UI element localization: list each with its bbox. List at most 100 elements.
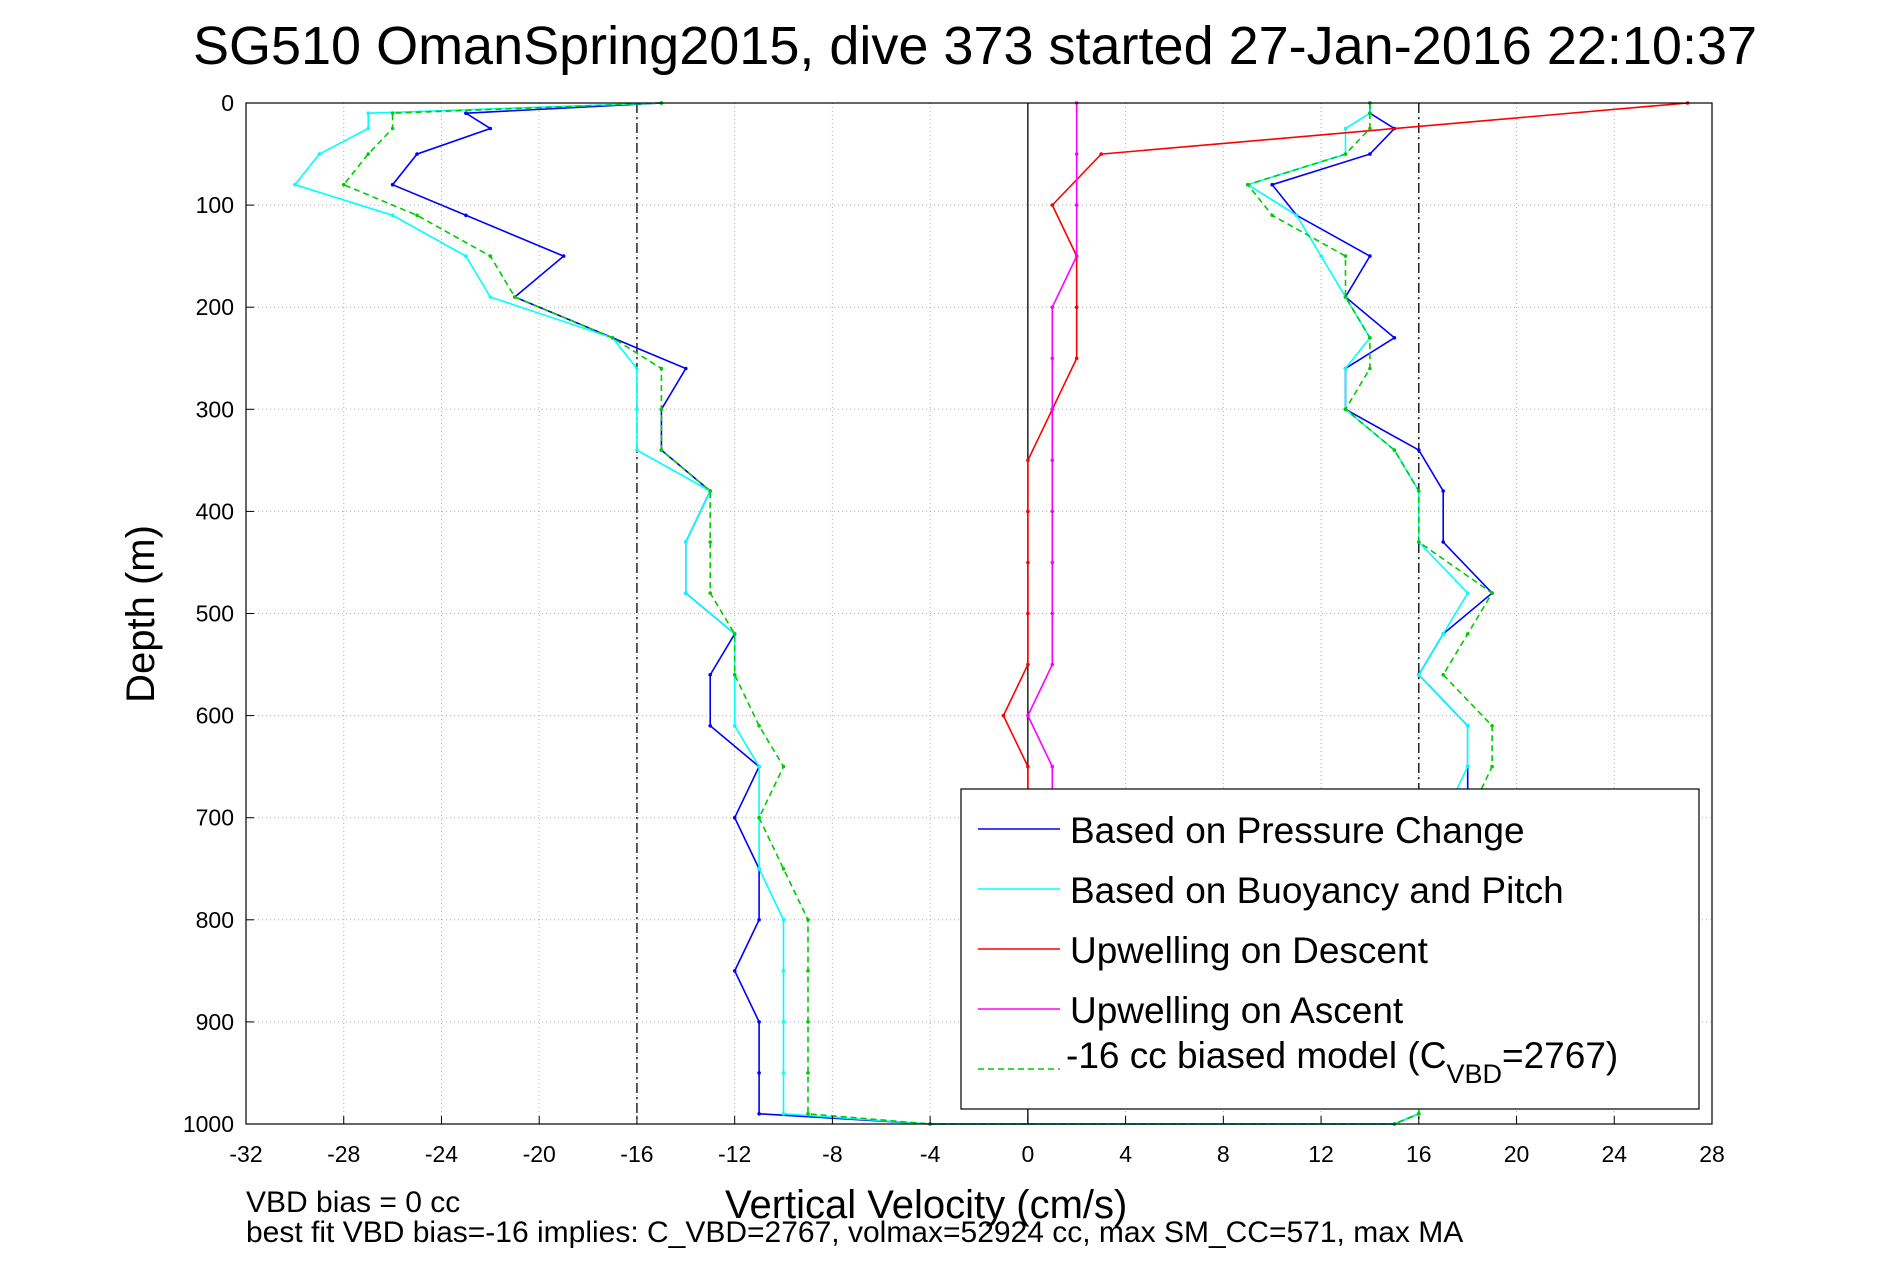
series-1-descent-point — [488, 295, 493, 299]
series-4-ascent-point — [1343, 407, 1348, 412]
y-tick-label: 600 — [196, 703, 234, 729]
x-tick-label: 16 — [1406, 1141, 1432, 1167]
series-1-ascent-point — [1343, 366, 1348, 371]
y-tick-label: 300 — [196, 396, 234, 422]
x-tick-label: -28 — [327, 1141, 360, 1167]
series-1-ascent-point — [1465, 764, 1470, 769]
series-0-ascent-point — [1441, 489, 1445, 493]
series-4-descent-point — [708, 591, 712, 595]
y-tick-label: 100 — [196, 192, 234, 218]
series-0-descent-point — [708, 673, 712, 677]
legend-label-biased-model-prefix: -16 cc biased model (C — [1066, 1035, 1446, 1076]
series-4-descent-point — [757, 724, 761, 728]
series-4-descent-point — [757, 815, 761, 820]
x-tick-label: 28 — [1699, 1141, 1725, 1167]
series-4-ascent-point — [1368, 336, 1372, 340]
series-0-descent-point — [708, 724, 712, 728]
x-tick-label: 24 — [1601, 1141, 1627, 1167]
series-4-descent-point — [415, 213, 419, 218]
series-3-point — [1074, 152, 1079, 156]
series-4-descent-point — [659, 448, 664, 452]
series-0-descent-point — [464, 111, 468, 115]
series-0-descent-point — [488, 126, 493, 131]
series-2-point — [1026, 611, 1030, 616]
series-1-descent-point — [366, 126, 371, 131]
series-3-point — [1050, 356, 1055, 361]
series-4-ascent-point — [1441, 673, 1445, 677]
series-1-descent-point — [781, 969, 786, 973]
series-1-descent-point — [781, 1020, 786, 1024]
series-4-descent-point — [781, 764, 786, 769]
series-0-descent-point — [390, 182, 395, 187]
series-4-descent-point — [659, 366, 664, 371]
y-tick-label: 800 — [196, 907, 234, 933]
x-tick-label: 4 — [1119, 1141, 1132, 1167]
series-0-ascent-point — [1417, 448, 1421, 452]
series-1-descent-point — [464, 254, 468, 258]
series-4-ascent-point — [1343, 152, 1348, 156]
series-2-point — [1099, 152, 1103, 156]
legend-label-buoyancy: Based on Buoyancy and Pitch — [1070, 870, 1564, 911]
series-2-point — [1026, 458, 1030, 463]
series-2-point — [1074, 356, 1079, 361]
series-0-descent-point — [464, 213, 468, 218]
series-0-descent-point — [732, 969, 737, 973]
series-1-descent-point — [757, 867, 761, 871]
series-4-ascent-point — [1368, 126, 1372, 131]
x-tick-label: 20 — [1504, 1141, 1530, 1167]
series-4-descent-point — [806, 1020, 810, 1024]
series-0-descent-point — [415, 152, 419, 156]
series-3-point — [1050, 305, 1055, 310]
series-1-descent-point — [757, 764, 761, 769]
y-tick-label: 500 — [196, 601, 234, 627]
series-1-descent-point — [293, 182, 297, 187]
legend: Based on Pressure Change Based on Buoyan… — [960, 788, 1700, 1110]
series-0-descent-point — [757, 918, 761, 922]
series-4-descent-point — [341, 182, 346, 187]
series-3-point — [1050, 458, 1055, 463]
series-4-descent-point — [659, 407, 664, 412]
series-2-point — [1026, 662, 1030, 667]
note-vbd-bias: VBD bias = 0 cc — [246, 1186, 460, 1219]
series-1-ascent-point — [1343, 126, 1348, 131]
series-1-ascent-point — [1465, 591, 1470, 595]
series-3-point — [1050, 560, 1055, 565]
series-4-descent-point — [781, 867, 786, 871]
x-tick-label: -4 — [920, 1141, 941, 1167]
series-1-ascent-point — [1294, 213, 1299, 218]
series-0-descent-point — [684, 366, 688, 371]
x-tick-label: 12 — [1308, 1141, 1334, 1167]
series-4-ascent-point — [1490, 591, 1494, 595]
legend-label-biased-model: -16 cc biased model (CVBD=2767) — [1066, 1035, 1618, 1089]
y-axis-label: Depth (m) — [119, 525, 163, 703]
chart-title: SG510 OmanSpring2015, dive 373 started 2… — [193, 16, 1757, 76]
y-tick-label: 400 — [196, 498, 234, 524]
series-4-ascent-point — [1246, 182, 1250, 187]
series-4-ascent-point — [1343, 295, 1348, 299]
series-4-descent-point — [390, 126, 395, 131]
series-4-ascent-point — [1417, 489, 1421, 493]
series-0-descent-point — [732, 815, 737, 820]
series-2-point — [1050, 203, 1055, 207]
note-best-fit: best fit VBD bias=-16 implies: C_VBD=276… — [246, 1216, 1463, 1249]
series-3-point — [1074, 203, 1079, 207]
series-4-descent-point — [708, 540, 712, 544]
x-tick-label: -12 — [718, 1141, 751, 1167]
series-2-point — [1026, 509, 1030, 514]
series-0-descent-point — [561, 254, 566, 258]
legend-label-upwelling-descent: Upwelling on Descent — [1070, 930, 1429, 971]
x-tick-label: 8 — [1217, 1141, 1230, 1167]
y-tick-label: 200 — [196, 294, 234, 320]
legend-label-biased-model-suffix: =2767) — [1502, 1035, 1618, 1076]
series-4-descent-point — [806, 969, 810, 973]
x-tick-label: 0 — [1021, 1141, 1034, 1167]
series-4-descent-point — [366, 152, 371, 156]
series-1-descent-point — [732, 724, 737, 728]
x-tick-label: -32 — [229, 1141, 262, 1167]
series-1-descent-point — [781, 1112, 786, 1116]
series-4-ascent-point — [1417, 1112, 1421, 1116]
series-4-descent-point — [732, 673, 737, 677]
series-4-descent-point — [610, 336, 615, 340]
series-1-descent-point — [781, 1071, 786, 1075]
series-4-ascent-point — [1270, 213, 1274, 218]
